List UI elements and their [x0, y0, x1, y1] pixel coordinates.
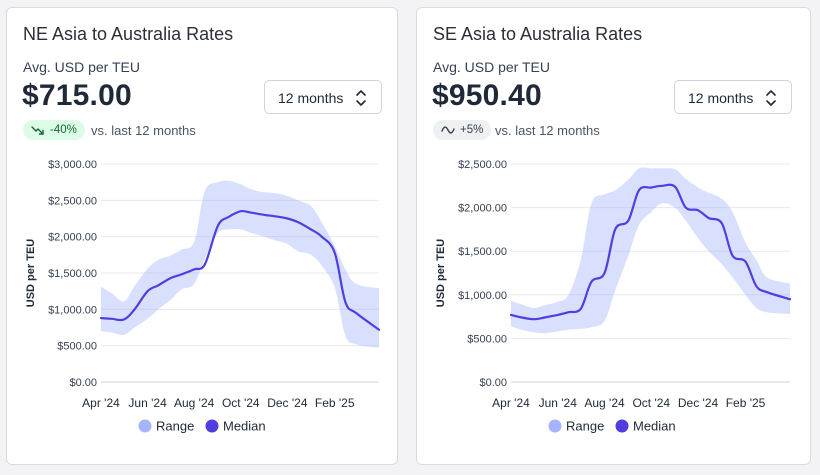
y-tick-label: $1,000.00 — [48, 304, 97, 316]
x-tick-label: Dec '24 — [678, 396, 719, 410]
x-tick-label: Jun '24 — [539, 396, 578, 410]
range-band — [511, 167, 790, 334]
rate-chart: $0.00 $500.00 $1,000.00 $1,500.00 $2,000.00 $… — [25, 159, 381, 434]
card-subtitle: Avg. USD per TEU — [23, 59, 140, 75]
x-tick-label: Apr '24 — [492, 396, 530, 410]
x-tick-label: Jun '24 — [128, 396, 167, 410]
x-tick-label: Oct '24 — [222, 396, 260, 410]
y-tick-label: $0.00 — [479, 377, 507, 389]
y-tick-label: $0.00 — [69, 377, 97, 389]
average-price: $715.00 — [22, 79, 132, 112]
trend-down-icon — [31, 126, 44, 135]
chevron-up-down-icon — [356, 90, 366, 106]
period-select-label: 12 months — [688, 90, 754, 106]
x-tick-label: Apr '24 — [82, 396, 120, 410]
chevron-up-down-icon — [766, 90, 776, 106]
y-tick-label: $2,000.00 — [48, 232, 97, 244]
period-select[interactable]: 12 months — [674, 80, 792, 114]
rate-card-se-asia: SE Asia to Australia Rates Avg. USD per … — [416, 7, 811, 465]
comparison-label: vs. last 12 months — [495, 123, 600, 138]
x-tick-label: Feb '25 — [726, 396, 766, 410]
y-tick-label: $2,500.00 — [458, 159, 507, 171]
change-value: +5% — [460, 124, 484, 136]
y-tick-label: $3,000.00 — [48, 159, 97, 171]
y-tick-label: $1,000.00 — [458, 290, 507, 302]
card-title: SE Asia to Australia Rates — [433, 24, 643, 44]
median-line — [99, 209, 381, 331]
x-tick-label: Oct '24 — [632, 396, 670, 410]
rate-card-ne-asia: NE Asia to Australia Rates Avg. USD per … — [6, 7, 398, 465]
period-select[interactable]: 12 months — [264, 80, 382, 114]
y-tick-label: $500.00 — [467, 333, 507, 345]
comparison-label: vs. last 12 months — [91, 123, 196, 138]
legend-swatch — [205, 419, 219, 433]
change-badge: +5% — [433, 120, 492, 140]
legend-swatch — [548, 419, 562, 433]
period-select-label: 12 months — [278, 90, 344, 106]
y-tick-label: $1,500.00 — [458, 246, 507, 258]
y-tick-label: $2,000.00 — [458, 203, 507, 215]
legend-label: Range — [156, 419, 194, 434]
change-value: -40% — [50, 124, 77, 136]
range-band — [101, 180, 379, 348]
change-badge: -40% — [23, 120, 85, 140]
y-tick-label: $500.00 — [57, 341, 97, 353]
y-tick-label: $2,500.00 — [48, 195, 97, 207]
legend-label: Median — [223, 419, 266, 434]
y-tick-label: $1,500.00 — [48, 268, 97, 280]
legend-label: Median — [633, 419, 676, 434]
card-title: NE Asia to Australia Rates — [23, 24, 234, 44]
legend-swatch — [138, 419, 152, 433]
legend-label: Range — [566, 419, 604, 434]
y-axis-label: USD per TEU — [25, 239, 37, 308]
average-price: $950.40 — [432, 79, 542, 112]
y-axis-label: USD per TEU — [435, 239, 447, 308]
rate-chart: $0.00 $500.00 $1,000.00 $1,500.00 $2,000.00 $… — [435, 159, 792, 434]
x-tick-label: Dec '24 — [267, 396, 308, 410]
card-subtitle: Avg. USD per TEU — [433, 59, 550, 75]
median-line — [509, 183, 792, 321]
x-tick-label: Aug '24 — [584, 396, 625, 410]
legend-swatch — [615, 419, 629, 433]
x-tick-label: Aug '24 — [174, 396, 215, 410]
x-tick-label: Feb '25 — [315, 396, 355, 410]
trend-flat-icon — [441, 126, 455, 134]
